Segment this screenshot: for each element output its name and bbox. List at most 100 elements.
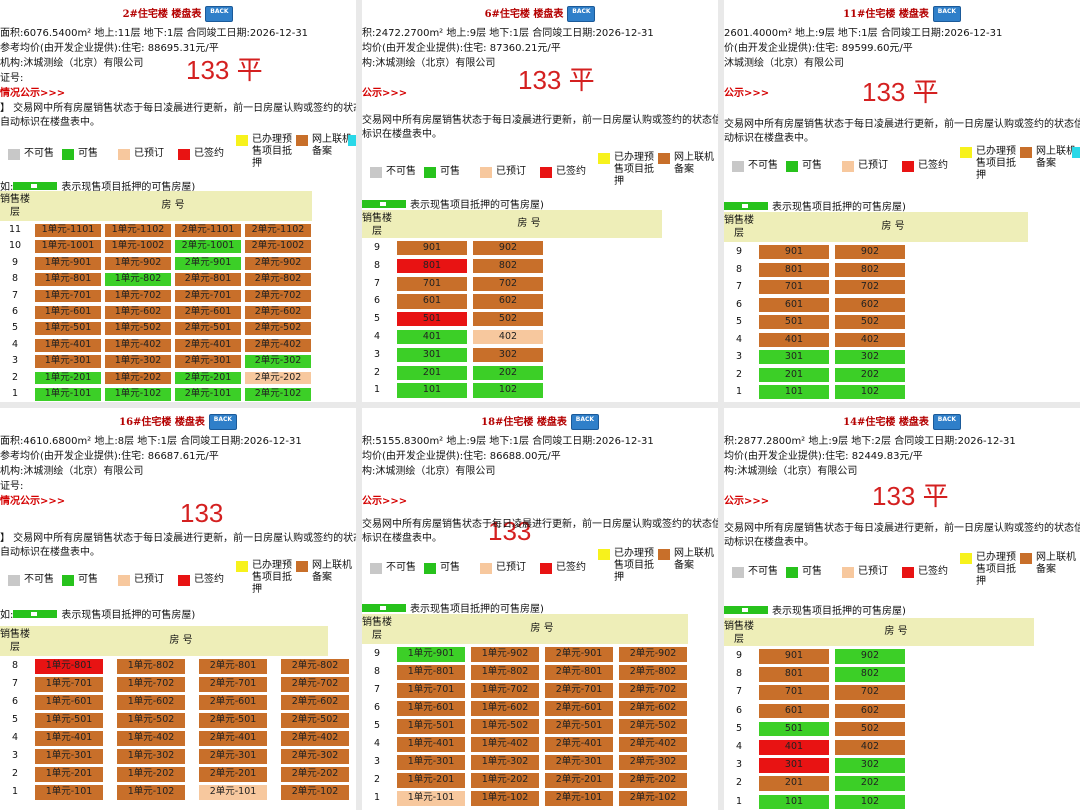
unit-cell[interactable]: 1单元-402 [104, 337, 172, 353]
public-notice-link[interactable]: 情况公示>>> [0, 88, 66, 99]
unit-cell[interactable]: 2单元-301 [198, 748, 268, 765]
unit-cell[interactable]: 2单元-502 [280, 712, 350, 729]
unit-cell[interactable]: 802 [472, 257, 544, 275]
unit-cell[interactable]: 2单元-502 [244, 321, 312, 337]
unit-cell[interactable]: 2单元-501 [544, 718, 614, 735]
unit-cell[interactable]: 2单元-201 [198, 766, 268, 783]
unit-cell[interactable]: 2单元-101 [174, 387, 242, 402]
unit-cell[interactable]: 502 [834, 720, 906, 738]
public-notice-link[interactable]: 公示>>> [362, 496, 408, 507]
unit-cell[interactable]: 2单元-1001 [174, 239, 242, 255]
unit-cell[interactable]: 1单元-301 [396, 754, 466, 771]
unit-cell[interactable]: 301 [758, 757, 830, 774]
unit-cell[interactable]: 1单元-102 [104, 387, 172, 402]
unit-cell[interactable]: 902 [472, 240, 544, 257]
unit-cell[interactable]: 2单元-302 [280, 748, 350, 765]
unit-cell[interactable]: 2单元-602 [618, 700, 688, 717]
unit-cell[interactable]: 1单元-602 [116, 694, 186, 711]
unit-cell[interactable]: 402 [834, 739, 906, 756]
unit-cell[interactable]: 1单元-502 [116, 712, 186, 729]
unit-cell[interactable]: 2单元-802 [244, 272, 312, 288]
unit-cell[interactable]: 202 [472, 364, 544, 381]
unit-cell[interactable]: 302 [834, 757, 906, 774]
unit-cell[interactable]: 2单元-702 [618, 682, 688, 699]
unit-cell[interactable]: 2单元-801 [198, 658, 268, 675]
unit-cell[interactable]: 2单元-701 [174, 288, 242, 304]
unit-cell[interactable]: 1单元-501 [34, 321, 102, 337]
unit-cell[interactable]: 2单元-502 [618, 718, 688, 735]
unit-cell[interactable]: 1单元-301 [34, 748, 104, 765]
unit-cell[interactable]: 502 [472, 311, 544, 328]
unit-cell[interactable]: 102 [472, 382, 544, 399]
unit-cell[interactable]: 1单元-1002 [104, 239, 172, 255]
unit-cell[interactable]: 301 [396, 346, 468, 364]
unit-cell[interactable]: 2单元-902 [244, 255, 312, 271]
unit-cell[interactable]: 2单元-701 [198, 676, 268, 693]
unit-cell[interactable]: 1单元-302 [104, 354, 172, 370]
unit-cell[interactable]: 2单元-402 [618, 736, 688, 753]
unit-cell[interactable]: 301 [758, 349, 830, 365]
unit-cell[interactable]: 1单元-902 [104, 255, 172, 271]
back-button[interactable]: BACK [567, 6, 596, 22]
unit-cell[interactable]: 201 [758, 366, 830, 383]
unit-cell[interactable]: 1单元-202 [470, 772, 540, 789]
unit-cell[interactable]: 2单元-402 [280, 730, 350, 747]
unit-cell[interactable]: 2单元-801 [174, 272, 242, 288]
unit-cell[interactable]: 1单元-202 [104, 370, 172, 386]
unit-cell[interactable]: 2单元-302 [244, 354, 312, 370]
unit-cell[interactable]: 1单元-502 [470, 718, 540, 735]
unit-cell[interactable]: 2单元-1002 [244, 239, 312, 255]
unit-cell[interactable]: 101 [396, 382, 468, 399]
unit-cell[interactable]: 1单元-101 [396, 790, 466, 807]
unit-cell[interactable]: 1单元-401 [396, 736, 466, 753]
unit-cell[interactable]: 402 [834, 331, 906, 348]
unit-cell[interactable]: 2单元-401 [174, 337, 242, 353]
unit-cell[interactable]: 1单元-701 [34, 676, 104, 693]
back-button[interactable]: BACK [205, 6, 234, 22]
unit-cell[interactable]: 1单元-702 [470, 682, 540, 699]
unit-cell[interactable]: 1单元-1102 [104, 223, 172, 238]
unit-cell[interactable]: 2单元-102 [244, 387, 312, 402]
unit-cell[interactable]: 1单元-101 [34, 387, 102, 402]
unit-cell[interactable]: 902 [834, 648, 906, 665]
unit-cell[interactable]: 102 [834, 793, 906, 810]
unit-cell[interactable]: 302 [834, 349, 906, 365]
unit-cell[interactable]: 601 [396, 293, 468, 310]
unit-cell[interactable]: 1单元-201 [396, 772, 466, 789]
unit-cell[interactable]: 2单元-201 [174, 370, 242, 386]
unit-cell[interactable]: 501 [758, 314, 830, 330]
unit-cell[interactable]: 1单元-802 [116, 658, 186, 675]
public-notice-link[interactable]: 公示>>> [724, 496, 770, 507]
unit-cell[interactable]: 701 [396, 275, 468, 292]
unit-cell[interactable]: 602 [834, 296, 906, 313]
unit-cell[interactable]: 1单元-102 [116, 784, 186, 801]
unit-cell[interactable]: 202 [834, 775, 906, 793]
unit-cell[interactable]: 2单元-501 [198, 712, 268, 729]
unit-cell[interactable]: 1单元-702 [116, 676, 186, 693]
unit-cell[interactable]: 302 [472, 346, 544, 364]
unit-cell[interactable]: 1单元-201 [34, 370, 102, 386]
unit-cell[interactable]: 1单元-602 [470, 700, 540, 717]
unit-cell[interactable]: 2单元-601 [544, 700, 614, 717]
unit-cell[interactable]: 1单元-401 [34, 337, 102, 353]
public-notice-link[interactable]: 公示>>> [362, 88, 408, 99]
unit-cell[interactable]: 2单元-401 [544, 736, 614, 753]
unit-cell[interactable]: 1单元-901 [34, 255, 102, 271]
unit-cell[interactable]: 1单元-702 [104, 288, 172, 304]
unit-cell[interactable]: 401 [758, 739, 830, 756]
unit-cell[interactable]: 2单元-301 [544, 754, 614, 771]
unit-cell[interactable]: 1单元-402 [116, 730, 186, 747]
unit-cell[interactable]: 2单元-101 [198, 784, 268, 801]
unit-cell[interactable]: 801 [758, 666, 830, 683]
unit-cell[interactable]: 801 [396, 257, 468, 275]
unit-cell[interactable]: 2单元-401 [198, 730, 268, 747]
unit-cell[interactable]: 1单元-1001 [34, 239, 102, 255]
unit-cell[interactable]: 202 [834, 366, 906, 383]
unit-cell[interactable]: 201 [758, 775, 830, 793]
unit-cell[interactable]: 1单元-301 [34, 354, 102, 370]
unit-cell[interactable]: 1单元-501 [396, 718, 466, 735]
unit-cell[interactable]: 1单元-402 [470, 736, 540, 753]
unit-cell[interactable]: 2单元-1102 [244, 223, 312, 238]
unit-cell[interactable]: 401 [758, 331, 830, 348]
back-button[interactable]: BACK [932, 414, 961, 430]
